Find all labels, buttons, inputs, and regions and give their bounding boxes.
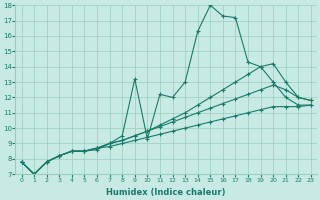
X-axis label: Humidex (Indice chaleur): Humidex (Indice chaleur) (107, 188, 226, 197)
